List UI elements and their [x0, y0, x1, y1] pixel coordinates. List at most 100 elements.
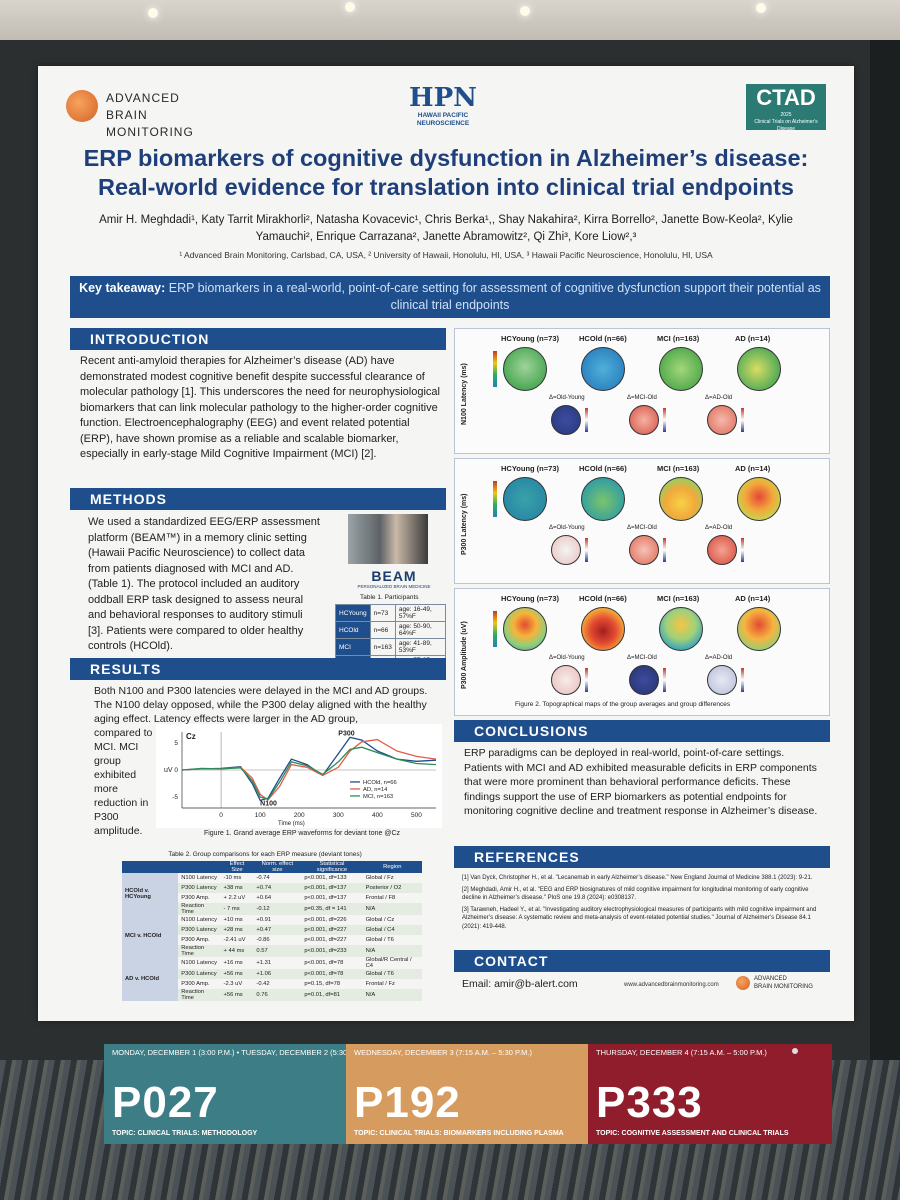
- ceiling-light: [756, 3, 766, 13]
- topo-map-head: [581, 477, 625, 521]
- table-row: P300 Amp. -2.41 uV -0.86 p<0.001, df=227 Glo…: [122, 935, 422, 945]
- participants-row: MCI n=163 age: 41-89, 53%F: [335, 638, 447, 656]
- group-label: MCI (n=163): [657, 594, 700, 603]
- difference-label: Δ=MCI-Old: [627, 525, 657, 531]
- participants-row: HCOld n=66 age: 50-90, 64%F: [335, 621, 447, 639]
- conclusions-text: ERP paradigms can be deployed in real-wo…: [464, 747, 818, 817]
- group-label: HCYoung (n=73): [501, 464, 559, 473]
- p300-annotation: P300: [338, 730, 354, 737]
- abm-footer-logo: Advanced Brain Monitoring: [754, 976, 813, 991]
- key-takeaway-text: ERP biomarkers in a real-world, point-of…: [168, 281, 821, 312]
- banner-date: MONDAY, DECEMBER 1 (3:00 P.M.) • TUESDAY…: [112, 1048, 367, 1057]
- ceiling-light: [520, 6, 530, 16]
- hpn-logo-mark: HPN: [409, 83, 477, 113]
- ctad-logo-sub: Clinical Trials on Alzheimer's Disease: [754, 119, 818, 132]
- table-header: [178, 861, 221, 873]
- table-cell: Reaction Time: [178, 989, 221, 1001]
- table-cell: N100 Latency: [181, 875, 218, 881]
- topo-difference-head: [551, 405, 581, 435]
- methods-text: We used a standardized EEG/ERP assessmen…: [88, 516, 320, 652]
- beam-device-photo: [348, 514, 428, 564]
- x-tick-label: 400: [372, 812, 383, 819]
- difference-label: Δ=AD-Old: [705, 525, 733, 531]
- hpn-logo-sub2: NEUROSCIENCE: [416, 120, 470, 127]
- table-cell: -0.42: [256, 981, 270, 987]
- difference-label: Δ=Old-Young: [549, 655, 585, 661]
- table-group-cell: AD v. HCOld: [122, 957, 179, 1001]
- results-heading: RESULTS: [70, 658, 446, 680]
- difference-colorbar: [585, 408, 588, 432]
- banner-date: THURSDAY, DECEMBER 4 (7:15 A.M. – 5:00 P…: [596, 1048, 767, 1057]
- ceiling-light: [345, 2, 355, 12]
- table-cell: -0.74: [256, 875, 270, 881]
- table-cell: + 2.2 uV: [223, 895, 246, 901]
- table-cell: p=0.35, df = 141: [301, 903, 363, 915]
- table-row: P300 Amp. + 2.2 uV +0.64 p<0.001, df=137 Fro…: [122, 893, 422, 903]
- results-text-a: Both N100 and P300 latencies were delaye…: [94, 685, 428, 725]
- table-header: Effect Size: [220, 861, 254, 873]
- table-cell: P300 Latency: [178, 969, 221, 979]
- table-cell: N/A: [362, 945, 422, 957]
- topo-map-head: [737, 477, 781, 521]
- table-row: Reaction Time - 7 ms -0.12 p=0.35, df = 141…: [122, 903, 422, 915]
- table-cell: -0.86: [256, 937, 270, 943]
- table-row: Reaction Time + 44 ms 0.57 p<0.001, df=233 N…: [122, 945, 422, 957]
- fig1-caption: Figure 1. Grand average ERP waveforms fo…: [203, 830, 401, 837]
- banner-date: WEDNESDAY, DECEMBER 3 (7:15 A.M. – 5:30 …: [354, 1048, 532, 1057]
- reference-item: [3] Tarawneh, Hadeel Y., et al. "Investi…: [462, 906, 817, 930]
- key-takeaway-banner: Key takeaway: ERP biomarkers in a real-w…: [70, 276, 830, 318]
- table-cell: p<0.001, df=227: [301, 925, 363, 935]
- p300-amplitude-panel: P300 Amplitude (uV) Figure 2. Topographi…: [454, 588, 830, 716]
- hpn-logo: HPN HAWAII PACIFIC NEUROSCIENCE: [398, 84, 488, 128]
- p300-amplitude-label: P300 Amplitude (uV): [461, 621, 468, 689]
- table-group-cell: MCI v. HCOld: [122, 915, 179, 957]
- table-cell: -2.41 uV: [223, 937, 246, 943]
- group-label: HCYoung (n=73): [501, 334, 559, 343]
- table-cell: +38 ms: [220, 883, 254, 893]
- difference-colorbar: [663, 408, 666, 432]
- group-label: HCYoung (n=73): [501, 594, 559, 603]
- difference-colorbar: [585, 668, 588, 692]
- participants-cell: HCYoung: [335, 604, 371, 622]
- table-cell: +28 ms: [220, 925, 254, 935]
- introduction-text: Recent anti-amyloid therapies for Alzhei…: [80, 355, 440, 460]
- contact-email[interactable]: Email: amir@b-alert.com: [462, 978, 578, 990]
- conclusions-heading: CONCLUSIONS: [454, 720, 830, 742]
- n100-latency-label: N100 Latency (ms): [461, 363, 468, 425]
- table-cell: Global / T6: [365, 937, 394, 943]
- table-row: P300 Latency +38 ms +0.74 p<0.001, df=137 Po…: [122, 883, 422, 893]
- participants-cell: MCI: [335, 638, 371, 656]
- chart-background: [156, 724, 442, 828]
- table-row: MCI v. HCOld N100 Latency +10 ms +0.91 p<0.0…: [122, 915, 422, 957]
- poster-board-edge: [870, 40, 900, 1060]
- abm-footer-line2: Brain Monitoring: [754, 983, 813, 990]
- x-tick-label: 300: [333, 812, 344, 819]
- participants-cell: age: 50-90, 64%F: [394, 621, 447, 639]
- participants-cell: n=73: [369, 604, 396, 622]
- n100-annotation: N100: [260, 800, 277, 807]
- authors: Amir H. Meghdadi¹, Katy Tarrit Mirakhorl…: [99, 214, 793, 243]
- p300-latency-label: P300 Latency (ms): [461, 493, 468, 555]
- methods-heading: METHODS: [70, 488, 446, 510]
- topo-map-head: [503, 477, 547, 521]
- contact-website[interactable]: www.advancedbrainmonitoring.com: [624, 982, 719, 988]
- table-cell: + 44 ms: [220, 945, 254, 957]
- topo-map-head: [503, 347, 547, 391]
- poster-title-line1: ERP biomarkers of cognitive dysfunction …: [83, 145, 809, 171]
- table-cell: -10 ms: [223, 875, 242, 881]
- table-cell: P300 Amp.: [181, 895, 210, 901]
- topo-difference-head: [629, 405, 659, 435]
- table-cell: +10 ms: [223, 917, 243, 923]
- difference-label: Δ=MCI-Old: [627, 395, 657, 401]
- table-cell: P300 Amp.: [181, 981, 210, 987]
- ceiling-light: [148, 8, 158, 18]
- table-cell: +0.91: [256, 917, 272, 923]
- table-cell: +1.31: [256, 960, 272, 966]
- group-label: HCOld (n=66): [579, 594, 627, 603]
- x-axis-label: Time (ms): [278, 821, 305, 827]
- reference-item: [2] Meghdadi, Amir H., et al. "EEG and E…: [462, 886, 809, 902]
- reference-item: [1] Van Dyck, Christopher H., et al. "Le…: [462, 875, 813, 881]
- references-heading: REFERENCES: [454, 846, 830, 868]
- ctad-logo-main: CTAD: [756, 85, 816, 110]
- table-cell: p=0.15, df=78: [304, 981, 341, 987]
